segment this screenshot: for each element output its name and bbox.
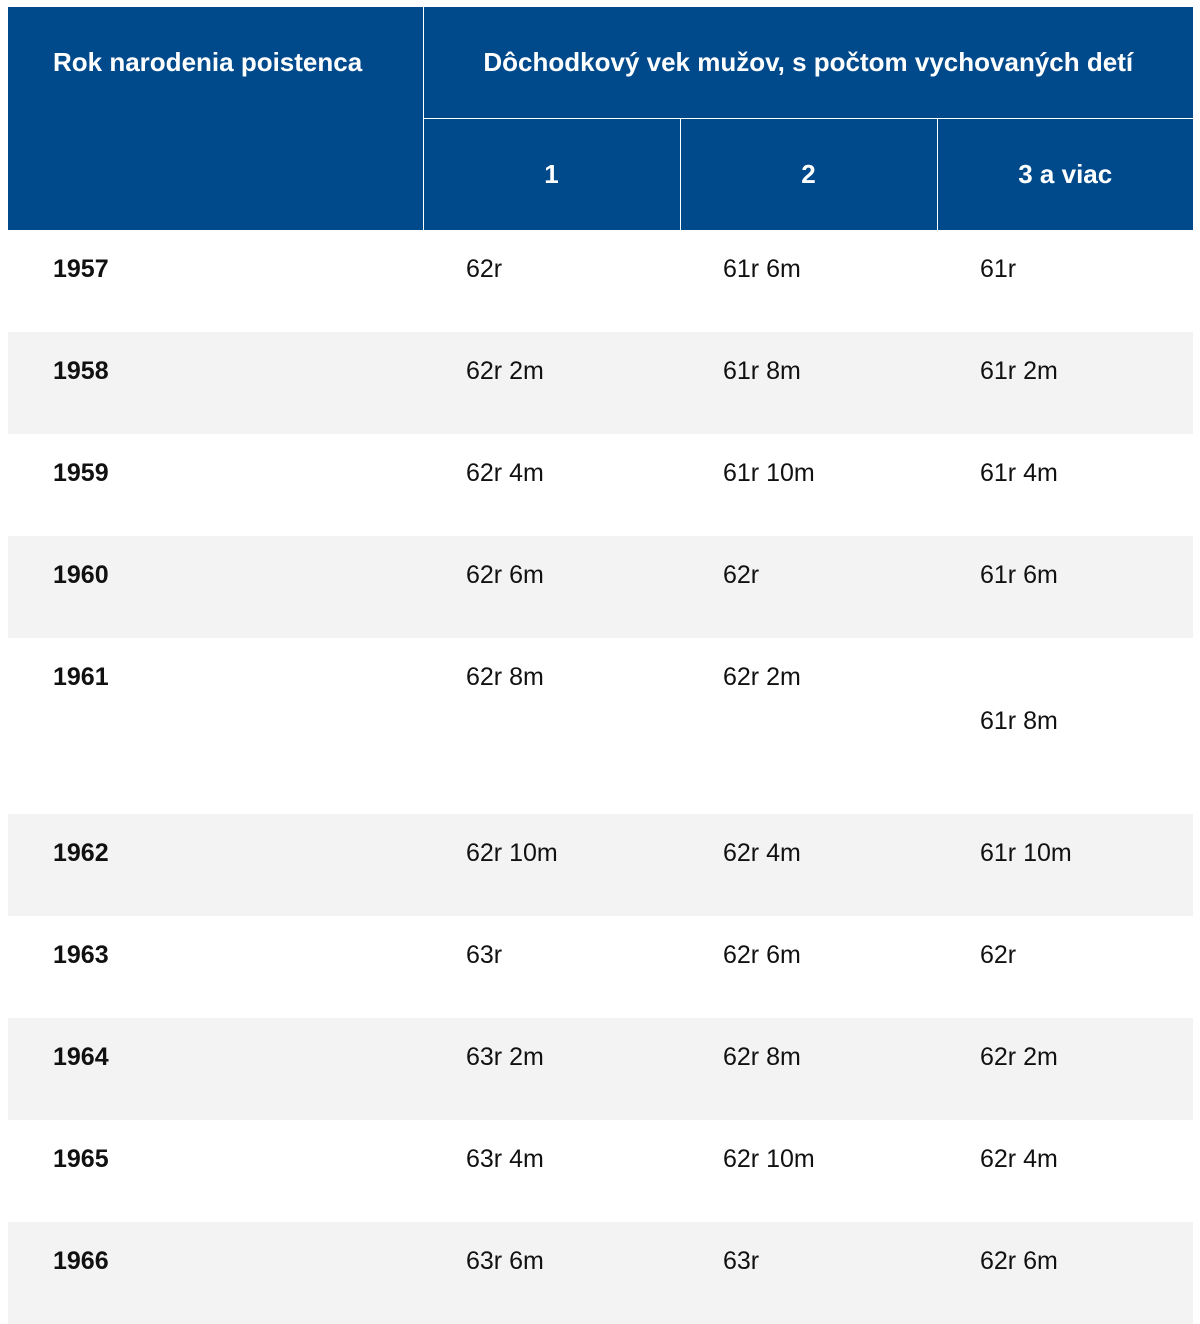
age-cell-2-children: 61r 8m [680, 332, 937, 434]
table-row: 1966 63r 6m 63r 62r 6m [8, 1222, 1193, 1324]
birth-year-cell: 1961 [8, 638, 423, 814]
age-cell-2-children: 62r [680, 536, 937, 638]
age-cell-1-child: 62r 2m [423, 332, 680, 434]
birth-year-cell: 1963 [8, 916, 423, 1018]
children-2-header: 2 [680, 118, 938, 230]
table-row: 1961 62r 8m 62r 2m 61r 8m [8, 638, 1193, 814]
table-row: 1965 63r 4m 62r 10m 62r 4m [8, 1120, 1193, 1222]
birth-year-cell: 1964 [8, 1018, 423, 1120]
birth-year-cell: 1958 [8, 332, 423, 434]
age-cell-2-children: 62r 6m [680, 916, 937, 1018]
retirement-age-table-container: Rok narodenia poistenca Dôchodkový vek m… [8, 7, 1193, 1324]
table-row: 1962 62r 10m 62r 4m 61r 10m [8, 814, 1193, 916]
age-cell-2-children: 62r 2m [680, 638, 937, 814]
age-cell-3-plus-value: 61r 8m [980, 707, 1058, 735]
age-cell-1-child: 63r 6m [423, 1222, 680, 1324]
age-cell-2-children: 62r 10m [680, 1120, 937, 1222]
table-row: 1957 62r 61r 6m 61r [8, 230, 1193, 332]
birth-year-cell: 1957 [8, 230, 423, 332]
age-cell-3-plus-children: 61r 4m [937, 434, 1193, 536]
age-cell-1-child: 62r 10m [423, 814, 680, 916]
table-row: 1960 62r 6m 62r 61r 6m [8, 536, 1193, 638]
age-cell-2-children: 62r 4m [680, 814, 937, 916]
age-cell-1-child: 63r 2m [423, 1018, 680, 1120]
age-cell-3-plus-children: 62r 4m [937, 1120, 1193, 1222]
table-header: Rok narodenia poistenca Dôchodkový vek m… [8, 7, 1193, 230]
age-cell-1-child: 62r 8m [423, 638, 680, 814]
age-cell-3-plus-children: 62r 6m [937, 1222, 1193, 1324]
table-row: 1959 62r 4m 61r 10m 61r 4m [8, 434, 1193, 536]
children-group-header: Dôchodkový vek mužov, s počtom vychovaný… [423, 7, 1193, 119]
birth-year-cell: 1959 [8, 434, 423, 536]
age-cell-2-children: 61r 6m [680, 230, 937, 332]
age-cell-3-plus-children: 62r [937, 916, 1193, 1018]
age-cell-2-children: 61r 10m [680, 434, 937, 536]
age-cell-1-child: 62r [423, 230, 680, 332]
age-cell-1-child: 62r 4m [423, 434, 680, 536]
age-cell-3-plus-children: 61r 10m [937, 814, 1193, 916]
age-cell-2-children: 63r [680, 1222, 937, 1324]
age-cell-1-child: 63r 4m [423, 1120, 680, 1222]
children-3-plus-header: 3 a viac [937, 118, 1193, 230]
age-cell-3-plus-children: 61r 8m [937, 638, 1193, 814]
age-cell-1-child: 63r [423, 916, 680, 1018]
retirement-age-table: Rok narodenia poistenca Dôchodkový vek m… [8, 7, 1193, 1324]
year-column-header: Rok narodenia poistenca [8, 7, 424, 230]
age-cell-3-plus-children: 61r [937, 230, 1193, 332]
table-row: 1963 63r 62r 6m 62r [8, 916, 1193, 1018]
age-cell-1-child: 62r 6m [423, 536, 680, 638]
age-cell-2-children: 62r 8m [680, 1018, 937, 1120]
birth-year-cell: 1962 [8, 814, 423, 916]
age-cell-3-plus-children: 61r 6m [937, 536, 1193, 638]
birth-year-cell: 1965 [8, 1120, 423, 1222]
table-row: 1964 63r 2m 62r 8m 62r 2m [8, 1018, 1193, 1120]
table-body: 1957 62r 61r 6m 61r 1958 62r 2m 61r 8m 6… [8, 230, 1193, 1324]
table-row: 1958 62r 2m 61r 8m 61r 2m [8, 332, 1193, 434]
birth-year-cell: 1966 [8, 1222, 423, 1324]
age-cell-3-plus-children: 62r 2m [937, 1018, 1193, 1120]
children-1-header: 1 [423, 118, 681, 230]
age-cell-3-plus-children: 61r 2m [937, 332, 1193, 434]
birth-year-cell: 1960 [8, 536, 423, 638]
